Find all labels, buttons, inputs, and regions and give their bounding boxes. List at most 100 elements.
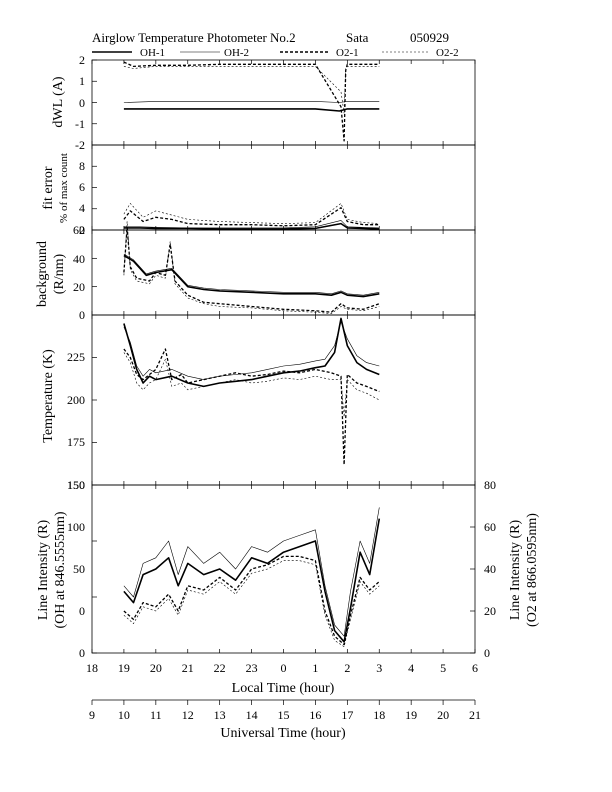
panel-intensity-frame	[91, 484, 476, 654]
x-tick-label: 18	[86, 661, 98, 675]
x-tick-label: 0	[281, 661, 287, 675]
legend-label-o22: O2-2	[436, 47, 459, 59]
series-line-oh-1	[123, 108, 380, 112]
ut-tick-label: 9	[89, 708, 95, 722]
ut-tick-label: 20	[437, 708, 449, 722]
ut-tick-label: 11	[150, 708, 162, 722]
ut-tick-label: 14	[246, 708, 258, 722]
y-tick-label: 150	[67, 478, 85, 492]
y-tick-label: 0	[79, 604, 85, 618]
series-line-o2-2	[123, 221, 380, 314]
y-axis-label-dwl: dWL (A)	[51, 76, 66, 128]
x-tick-label: 1	[312, 661, 318, 675]
series-line-oh-2	[123, 321, 380, 380]
x-tick-label: 5	[440, 661, 446, 675]
x-tick-label: 19	[118, 661, 130, 675]
ut-tick-label: 18	[373, 708, 385, 722]
panel-background-frame	[91, 229, 476, 316]
ut-tick-label: 10	[118, 708, 130, 722]
x-axis-label-ut: Universal Time (hour)	[220, 726, 346, 741]
figure-date: 050929	[410, 30, 449, 45]
y-axis-label-temperature: Temperature (K)	[41, 349, 56, 443]
figure-title: Airglow Temperature Photometer No.2	[92, 30, 296, 45]
series-line-oh-2	[123, 220, 380, 229]
y-tick-label: 4	[79, 201, 85, 215]
panel-temperature-frame	[91, 314, 476, 486]
legend-label-o21: O2-1	[336, 47, 359, 59]
series-line-o2-2	[123, 560, 380, 648]
series-line-o2-1	[123, 61, 380, 142]
ut-tick-label: 15	[278, 708, 290, 722]
y-tick-label: 0	[79, 96, 85, 110]
y-tick-label: 150	[67, 478, 85, 492]
y-tick-label: 175	[67, 435, 85, 449]
y-tick-label: 2	[79, 223, 85, 237]
y2-axis-sublabel-intensity: (O2 at 866.0595nm)	[525, 513, 540, 627]
y-tick-label: 225	[67, 350, 85, 364]
y2-tick-label: 0	[484, 646, 490, 660]
y-axis-label-background: background	[35, 241, 50, 307]
x-tick-label: 4	[408, 661, 414, 675]
ut-tick-label: 17	[341, 708, 353, 722]
y-tick-label: 60	[73, 223, 85, 237]
y-axis-sublabel-intensity: (OH at 846.5555nm)	[53, 511, 68, 628]
y-tick-label: 20	[73, 280, 85, 294]
series-lines	[123, 61, 381, 648]
y-tick-label: -1	[75, 117, 85, 131]
y2-axis-label-intensity: Line Intensity (R)	[508, 520, 523, 621]
legend: OH-1 OH-2 O2-1 O2-2	[92, 47, 459, 59]
y-tick-label: -2	[75, 138, 85, 152]
series-line-o2-1	[123, 207, 380, 227]
series-line-o2-2	[123, 203, 380, 224]
series-line-o2-1	[123, 555, 380, 646]
y2-tick-label: 60	[484, 520, 496, 534]
x-tick-label: 22	[214, 661, 226, 675]
legend-label-oh1: OH-1	[140, 47, 165, 59]
panel-dwl-frame	[91, 59, 476, 146]
panel-fit-error-frame	[91, 144, 476, 231]
ut-tick-label: 13	[214, 708, 226, 722]
y2-tick-label: 80	[484, 478, 496, 492]
y-axis-label-intensity: Line Intensity (R)	[36, 520, 51, 621]
y-tick-label: 8	[79, 159, 85, 173]
y-tick-label: 2	[79, 53, 85, 67]
series-line-o2-1	[123, 348, 380, 466]
y-tick-label: 6	[79, 180, 85, 194]
series-line-oh-2	[123, 101, 380, 103]
ut-tick-label: 21	[469, 708, 481, 722]
series-line-oh-2	[123, 253, 380, 296]
x-tick-label: 2	[344, 661, 350, 675]
y-axis-sublabel-fit-error: % of max count	[58, 153, 70, 223]
y2-tick-label: 20	[484, 604, 496, 618]
x-tick-label: 3	[376, 661, 382, 675]
ut-tick-label: 19	[405, 708, 417, 722]
series-line-oh-2	[123, 507, 380, 637]
y-tick-label: 0	[79, 646, 85, 660]
legend-label-oh2: OH-2	[224, 47, 249, 59]
y-tick-label: 200	[67, 393, 85, 407]
series-line-oh-1	[123, 518, 381, 643]
x-axis-label-local: Local Time (hour)	[232, 681, 335, 696]
x-tick-label: 21	[182, 661, 194, 675]
ut-tick-label: 12	[182, 708, 194, 722]
y-tick-label: 40	[73, 252, 85, 266]
y-axis-label-fit-error: fit error	[41, 166, 56, 209]
y2-tick-label: 40	[484, 562, 496, 576]
series-line-oh-1	[123, 222, 380, 230]
x-tick-label: 20	[150, 661, 162, 675]
x-tick-label: 6	[472, 661, 478, 675]
figure-site: Sata	[346, 30, 369, 45]
series-line-oh-1	[123, 254, 380, 298]
x-tick-labels: 18 19 20 21 22 23 0 1 2 3 4 5 69 10 11 12 13 14 15 16 17 18 19…	[86, 661, 481, 722]
ut-tick-label: 16	[309, 708, 321, 722]
y-tick-label: 0	[79, 308, 85, 322]
series-line-o2-2	[123, 352, 380, 418]
x-tick-label: 23	[246, 661, 258, 675]
y-axis-sublabel-background: (R/nm)	[52, 253, 67, 294]
series-line-o2-1	[123, 226, 380, 313]
y-tick-label: 50	[73, 562, 85, 576]
series-line-o2-2	[123, 66, 380, 114]
y-tick-label: 1	[79, 74, 85, 88]
y-tick-label: 100	[67, 520, 85, 534]
